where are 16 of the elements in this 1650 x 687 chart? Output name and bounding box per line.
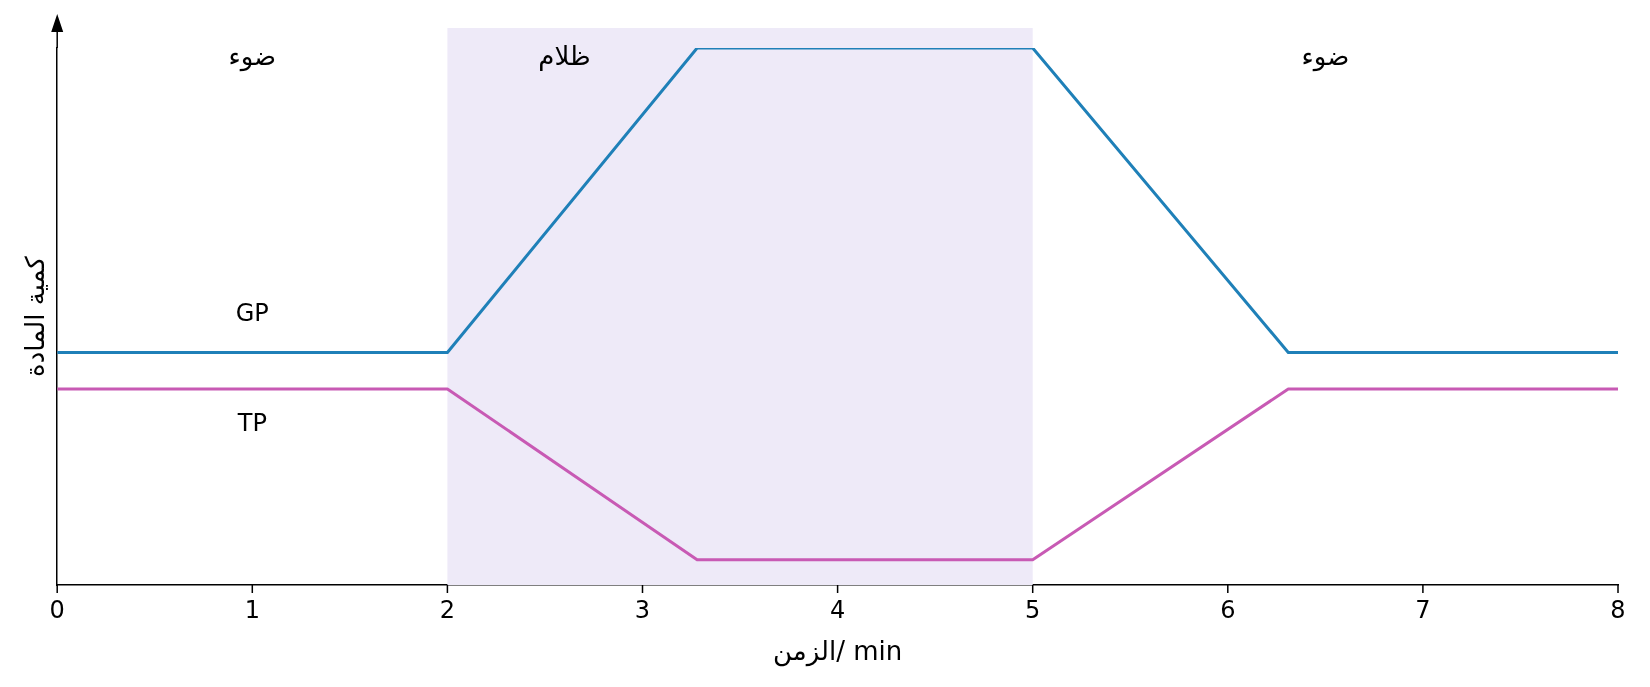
y-axis-title: كمية المادة xyxy=(20,255,51,377)
x-axis-title: الزمن/ min xyxy=(772,636,903,668)
x-tick-label: 4 xyxy=(829,595,846,624)
x-tick-label: 2 xyxy=(439,595,456,624)
x-tick-label: 3 xyxy=(634,595,651,624)
x-tick-label: 8 xyxy=(1610,595,1626,624)
band-label: ظلام xyxy=(538,40,591,71)
x-tick-label: 6 xyxy=(1220,595,1236,624)
x-tick-label: 7 xyxy=(1415,595,1431,624)
annotation: ضوء xyxy=(228,40,277,72)
x-tick-label: 5 xyxy=(1025,595,1041,624)
series-label: GP xyxy=(235,298,269,327)
x-tick-label: 0 xyxy=(49,595,65,624)
x-tick-label: 1 xyxy=(244,595,260,624)
annotation: ضوء xyxy=(1301,40,1350,72)
series-label: TP xyxy=(236,409,267,438)
